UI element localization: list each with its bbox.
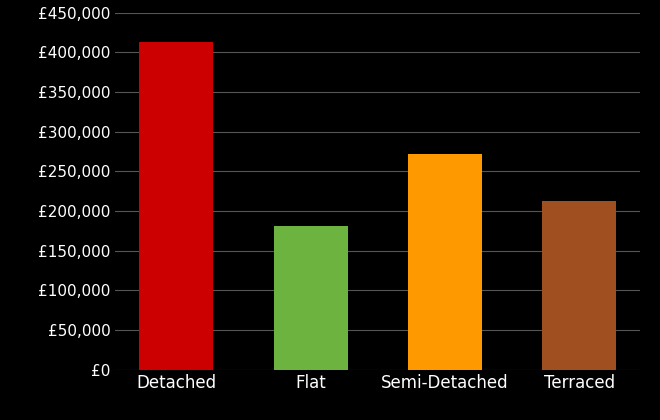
Bar <box>139 42 213 370</box>
Bar <box>543 202 616 370</box>
Bar <box>274 226 348 370</box>
Bar <box>408 154 482 370</box>
